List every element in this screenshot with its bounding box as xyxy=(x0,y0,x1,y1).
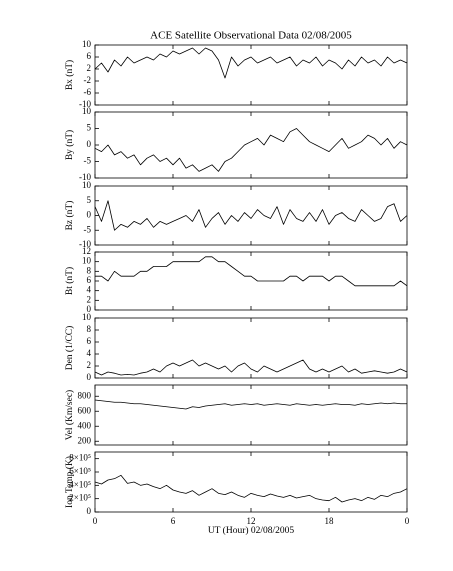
y-axis-label: Ion Temp (K) xyxy=(64,456,75,508)
y-tick-label: 4 xyxy=(87,285,92,295)
y-tick-label: 4×10⁵ xyxy=(69,479,91,489)
y-tick-label: 2×10⁵ xyxy=(69,493,91,503)
data-line xyxy=(94,399,407,410)
y-tick-label: 2 xyxy=(87,294,92,304)
x-tick-label: 6 xyxy=(171,516,176,526)
panel-frame xyxy=(94,451,408,513)
panel-frame xyxy=(94,111,408,179)
x-tick-label: 0 xyxy=(93,516,98,526)
y-tick-label: 2 xyxy=(87,63,92,73)
y-tick-label: 10 xyxy=(82,180,92,190)
data-line xyxy=(94,128,408,172)
y-axis-label: Den (1/CC) xyxy=(64,326,75,371)
y-tick-label: 8 xyxy=(87,324,92,334)
y-axis-label: By (nT) xyxy=(64,130,75,160)
panel-frame xyxy=(94,384,408,446)
y-axis-label: Vel (Km/sec) xyxy=(64,390,75,440)
data-line xyxy=(94,47,408,79)
y-tick-label: 0 xyxy=(87,506,92,516)
y-tick-label: -10 xyxy=(79,172,91,182)
data-line xyxy=(94,359,408,376)
panel-frame xyxy=(94,185,408,246)
y-tick-label: 12 xyxy=(82,246,91,256)
y-tick-label: 6×10⁵ xyxy=(69,466,91,476)
y-tick-label: 0 xyxy=(87,210,92,220)
y-tick-label: -6 xyxy=(84,87,92,97)
y-tick-label: 8 xyxy=(87,265,92,275)
y-tick-label: 5 xyxy=(87,195,92,205)
y-axis-label: Bz (nT) xyxy=(64,201,75,231)
x-axis-label: UT (Hour) 02/08/2005 xyxy=(208,525,295,536)
y-tick-label: 0 xyxy=(87,372,92,382)
y-tick-label: 0 xyxy=(87,304,92,314)
y-tick-label: -5 xyxy=(84,224,92,234)
y-tick-label: -10 xyxy=(79,99,91,109)
y-tick-label: 6 xyxy=(87,275,92,285)
y-tick-label: 6 xyxy=(87,336,92,346)
data-line xyxy=(94,474,408,503)
y-tick-label: 600 xyxy=(78,405,92,415)
y-tick-label: 10 xyxy=(82,39,92,49)
data-line xyxy=(95,256,408,287)
x-tick-label: 18 xyxy=(325,516,335,526)
x-tick-label: 12 xyxy=(247,516,256,526)
data-line xyxy=(94,200,408,231)
panel-frame xyxy=(94,44,408,106)
y-axis-label: Bx (nT) xyxy=(64,60,75,90)
y-tick-label: -10 xyxy=(79,239,91,249)
y-tick-label: -5 xyxy=(84,156,92,166)
y-tick-label: 6 xyxy=(87,51,92,61)
y-tick-label: -2 xyxy=(84,75,92,85)
y-tick-label: 400 xyxy=(78,420,92,430)
y-tick-label: 10 xyxy=(82,256,92,266)
y-tick-label: 4 xyxy=(87,348,92,358)
y-tick-label: 800 xyxy=(78,390,92,400)
y-tick-label: 10 xyxy=(82,312,92,322)
y-tick-label: 8×10⁵ xyxy=(69,453,91,463)
y-tick-label: 10 xyxy=(82,106,92,116)
y-axis-label: Bt (nT) xyxy=(64,267,75,295)
chart-title: ACE Satellite Observational Data 02/08/2… xyxy=(150,30,352,42)
x-tick-label: 0 xyxy=(405,516,410,526)
y-tick-label: 5 xyxy=(87,123,92,133)
y-tick-label: 200 xyxy=(78,435,92,445)
y-tick-label: 2 xyxy=(87,360,92,370)
y-tick-label: 0 xyxy=(87,139,92,149)
panel-frame xyxy=(94,251,408,311)
